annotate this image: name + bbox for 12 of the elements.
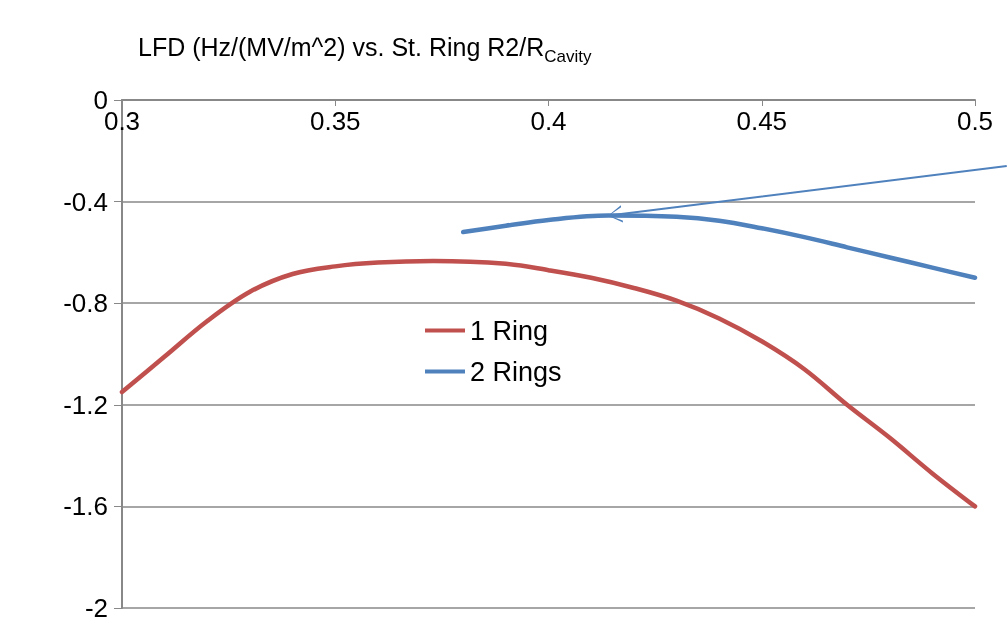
x-tick-label: 0.5	[956, 106, 994, 136]
line-series	[460, 213, 978, 281]
y-tick-label: -1.2	[63, 389, 108, 420]
legend-label: 1 Ring	[470, 315, 549, 346]
y-tick-label: -0.8	[63, 288, 108, 319]
y-tick-label: -2	[84, 593, 108, 623]
y-tick-label: -1.6	[63, 491, 108, 522]
x-tick-label: 0.45	[736, 106, 788, 136]
y-tick-label: -0.4	[63, 186, 108, 217]
x-tick-label: 0.4	[530, 106, 567, 136]
legend-label: 2 Rings	[470, 356, 562, 387]
x-tick-label: 0.35	[309, 106, 361, 136]
